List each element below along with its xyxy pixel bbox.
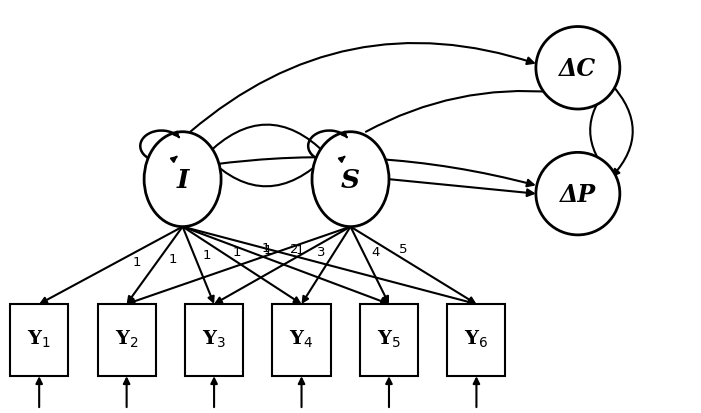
FancyBboxPatch shape — [185, 304, 243, 376]
FancyBboxPatch shape — [273, 304, 331, 376]
FancyBboxPatch shape — [10, 304, 68, 376]
Text: 2: 2 — [290, 242, 298, 255]
Text: 5: 5 — [400, 242, 408, 256]
Text: 1: 1 — [233, 245, 241, 258]
Ellipse shape — [536, 27, 620, 110]
Text: Y$_3$: Y$_3$ — [202, 328, 226, 349]
Text: 1: 1 — [261, 241, 270, 254]
Ellipse shape — [144, 133, 221, 227]
Text: Y$_4$: Y$_4$ — [290, 328, 313, 349]
FancyBboxPatch shape — [447, 304, 505, 376]
Text: 1: 1 — [203, 248, 211, 261]
Text: Y$_2$: Y$_2$ — [115, 328, 138, 349]
Text: 1: 1 — [132, 255, 141, 268]
Text: 1: 1 — [264, 244, 272, 256]
Text: ΔC: ΔC — [559, 57, 597, 81]
Text: Y$_6$: Y$_6$ — [465, 328, 489, 349]
Text: I: I — [177, 167, 189, 192]
FancyBboxPatch shape — [360, 304, 418, 376]
Text: 4: 4 — [372, 245, 380, 259]
Text: ΔP: ΔP — [560, 182, 596, 206]
FancyBboxPatch shape — [97, 304, 156, 376]
Ellipse shape — [536, 153, 620, 235]
Text: S: S — [341, 167, 360, 192]
Text: Y$_1$: Y$_1$ — [27, 328, 51, 349]
Text: 3: 3 — [318, 245, 326, 258]
Ellipse shape — [312, 133, 389, 227]
Text: Y$_5$: Y$_5$ — [377, 328, 401, 349]
Text: 1: 1 — [169, 253, 177, 266]
Text: 1: 1 — [295, 243, 304, 256]
